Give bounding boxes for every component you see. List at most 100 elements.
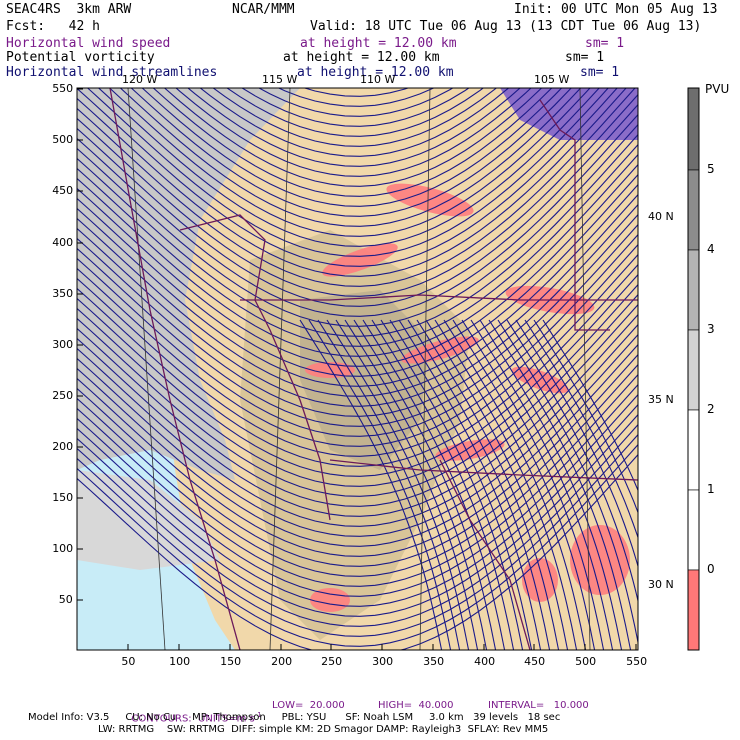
- streamline: [77, 333, 638, 537]
- x-tick-label: 50: [121, 655, 136, 668]
- streamline: [152, 88, 553, 197]
- streamline: [77, 153, 638, 357]
- colorbar: [687, 87, 700, 651]
- colorbar-label: 1: [707, 482, 715, 496]
- streamline: [77, 88, 627, 277]
- streamline: [452, 319, 596, 650]
- streamline: [77, 453, 638, 650]
- streamline: [77, 393, 638, 597]
- colorbar-unit: PVU: [705, 82, 730, 96]
- y-tick-label: 200: [52, 440, 74, 453]
- streamline: [506, 319, 638, 604]
- streamline: [119, 88, 582, 227]
- x-tick-label: 550: [626, 655, 648, 668]
- streamline: [77, 263, 638, 467]
- colorbar-label: 2: [707, 402, 715, 416]
- streamline: [77, 373, 638, 577]
- field-1-name: Horizontal wind speed: [6, 36, 171, 51]
- streamline: [302, 88, 410, 97]
- init-time: Init: 00 UTC Mon 05 Aug 13: [514, 2, 718, 17]
- longitude-label: 105 W: [534, 73, 570, 86]
- latitude-label: 40 N: [648, 210, 674, 223]
- streamline: [241, 88, 470, 127]
- valid-time: Valid: 18 UTC Tue 06 Aug 13 (13 CDT Tue …: [310, 19, 702, 34]
- streamline: [335, 319, 479, 650]
- streamline: [479, 319, 623, 650]
- y-tick-label: 500: [52, 133, 74, 146]
- streamline: [299, 319, 443, 650]
- x-tick-label: 450: [524, 655, 546, 668]
- x-tick-label: 300: [372, 655, 394, 668]
- streamline: [77, 403, 638, 607]
- terrain-highlands: [300, 290, 430, 470]
- colorbar-frame: [687, 87, 700, 651]
- model-title: SEAC4RS 3km ARW: [6, 2, 132, 17]
- streamline: [130, 88, 572, 217]
- contours-units: CONTOURS: UNITS=m s: [131, 713, 255, 725]
- x-tick-label: 400: [474, 655, 496, 668]
- streamline: [277, 88, 435, 107]
- model-info-line-2: LW: RRTMG SW: RRTMG DIFF: simple KM: 2D …: [98, 724, 549, 735]
- streamline: [77, 88, 618, 267]
- streamline: [317, 319, 461, 650]
- streamline: [362, 319, 506, 650]
- contours-units-sup: -1: [254, 711, 262, 719]
- streamline: [533, 319, 638, 515]
- colorbar-segment: [687, 249, 700, 331]
- x-tick-label: 100: [169, 655, 191, 668]
- streamline: [308, 319, 452, 650]
- streamline: [77, 88, 636, 287]
- colorbar-label: 5: [707, 162, 715, 176]
- x-tick-label: 200: [271, 655, 293, 668]
- streamline: [77, 93, 638, 297]
- streamline: [77, 283, 638, 487]
- center-title: NCAR/MMM: [232, 2, 295, 17]
- y-tick-label: 450: [52, 184, 74, 197]
- pv-region-northeast: [500, 88, 638, 140]
- streamline: [77, 293, 638, 497]
- contours-low: LOW= 20.000: [272, 700, 345, 711]
- y-tick-label: 150: [52, 491, 74, 504]
- streamline: [77, 183, 638, 387]
- streamline: [175, 88, 532, 177]
- colorbar-label: 0: [707, 562, 715, 576]
- streamline: [77, 313, 638, 517]
- streamline: [470, 319, 614, 650]
- longitude-label: 115 W: [262, 73, 298, 86]
- streamline: [77, 443, 638, 647]
- streamline: [77, 133, 638, 337]
- streamline: [416, 319, 560, 650]
- field-2-sm: sm= 1: [565, 50, 605, 65]
- streamline: [380, 319, 524, 650]
- field-1-sm: sm= 1: [585, 36, 625, 51]
- streamline: [77, 343, 638, 547]
- field-3-level: at height = 12.00 km: [297, 65, 454, 80]
- field-2-name: Potential vorticity: [6, 50, 155, 65]
- streamline: [461, 319, 605, 650]
- streamline: [187, 88, 521, 167]
- field-3-name: Horizontal wind streamlines: [6, 65, 218, 80]
- streamline: [353, 319, 497, 650]
- streamline: [398, 319, 542, 650]
- streamline: [77, 243, 638, 447]
- streamline: [77, 363, 638, 567]
- streamline: [77, 163, 638, 367]
- x-tick-label: 500: [575, 655, 597, 668]
- streamline: [108, 88, 591, 237]
- streamline: [141, 88, 563, 207]
- colorbar-segment: [687, 409, 700, 491]
- streamline: [77, 203, 638, 407]
- streamline: [257, 88, 454, 117]
- streamline: [77, 173, 638, 377]
- axis-ticks: [77, 88, 637, 650]
- streamline: [497, 319, 638, 646]
- latitude-label: 30 N: [648, 578, 674, 591]
- colorbar-segment: [687, 169, 700, 251]
- x-tick-label: 350: [423, 655, 445, 668]
- longitude-label: 120 W: [122, 73, 158, 86]
- field-3-sm: sm= 1: [580, 65, 620, 80]
- contours-high: HIGH= 40.000: [378, 700, 454, 711]
- streamline: [77, 233, 638, 437]
- graticule: [127, 88, 591, 650]
